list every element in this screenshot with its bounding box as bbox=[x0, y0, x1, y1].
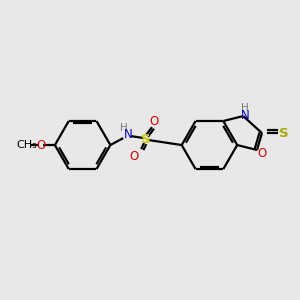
Text: O: O bbox=[36, 139, 46, 152]
Text: O: O bbox=[257, 148, 267, 160]
Text: CH₃: CH₃ bbox=[17, 140, 38, 150]
Text: N: N bbox=[124, 128, 133, 141]
Text: N: N bbox=[241, 109, 250, 122]
Text: H: H bbox=[120, 123, 128, 133]
Text: S: S bbox=[279, 127, 289, 140]
Text: O: O bbox=[130, 150, 139, 164]
Text: S: S bbox=[141, 133, 151, 146]
Text: O: O bbox=[149, 115, 159, 128]
Text: H: H bbox=[241, 103, 249, 113]
